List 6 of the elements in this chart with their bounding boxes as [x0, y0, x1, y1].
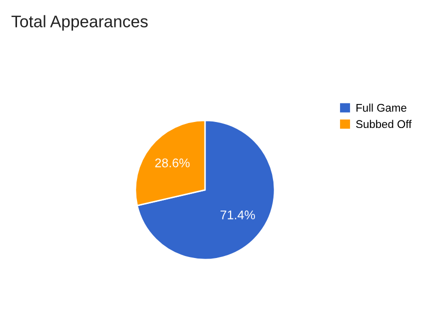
legend-label: Subbed Off: [356, 120, 412, 128]
legend-label: Full Game: [356, 104, 406, 112]
data-label: 28.6%: [155, 158, 190, 168]
chart-title: Total Appearances: [12, 15, 148, 31]
data-label: 71.4%: [220, 210, 255, 220]
pie-slice: [136, 120, 276, 260]
